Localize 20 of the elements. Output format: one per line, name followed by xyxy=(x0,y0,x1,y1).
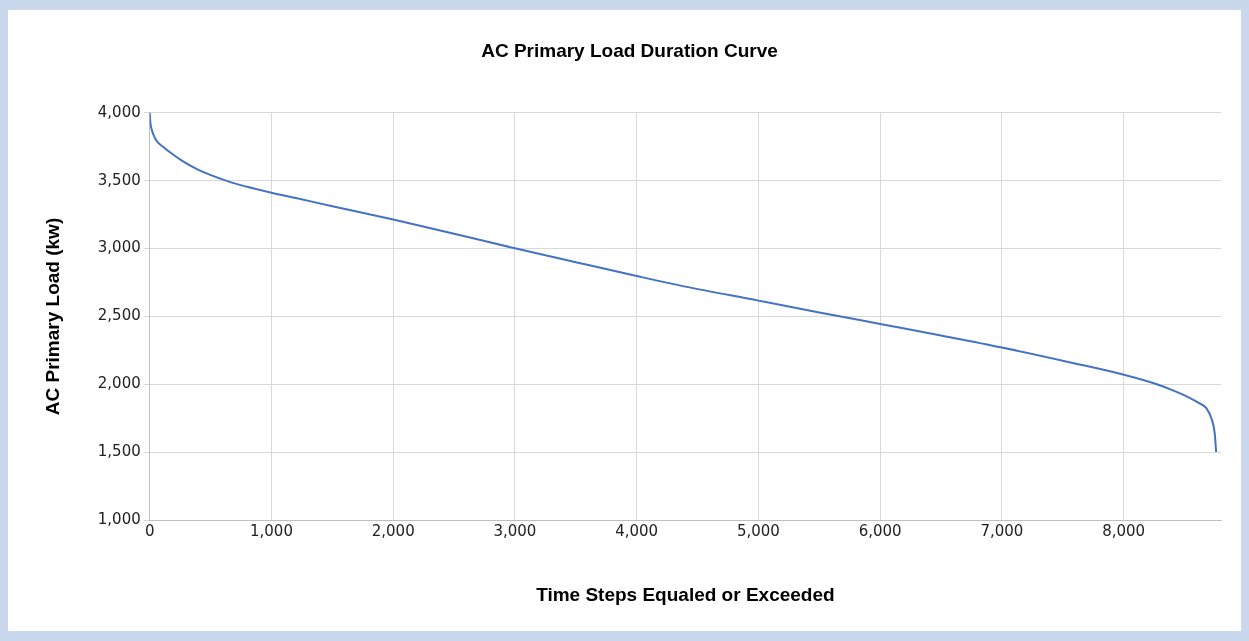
x-tick-label: 7,000 xyxy=(980,522,1024,541)
x-axis-title: Time Steps Equaled or Exceeded xyxy=(536,583,835,605)
x-tick-label: 5,000 xyxy=(736,522,780,541)
y-tick-label: 3,500 xyxy=(97,170,141,189)
y-tick-label: 1,500 xyxy=(97,442,141,461)
x-tick-label: 2,000 xyxy=(371,522,415,541)
x-tick-label: 0 xyxy=(144,522,155,541)
y-tick-label: 2,500 xyxy=(97,306,141,325)
chart-title: AC Primary Load Duration Curve xyxy=(481,39,778,61)
x-tick-label: 8,000 xyxy=(1102,522,1146,541)
y-axis-title: AC Primary Load (kw) xyxy=(41,217,63,416)
y-tick-label: 3,000 xyxy=(97,238,141,257)
y-tick-label: 4,000 xyxy=(97,102,141,121)
y-tick-label: 1,000 xyxy=(97,510,141,529)
x-tick-label: 1,000 xyxy=(250,522,293,541)
line-series xyxy=(149,112,1218,454)
x-tick-label: 4,000 xyxy=(615,522,659,541)
x-tick-label: 3,000 xyxy=(493,522,537,541)
y-tick-label: 2,000 xyxy=(97,374,141,393)
x-tick-label: 6,000 xyxy=(858,522,902,541)
